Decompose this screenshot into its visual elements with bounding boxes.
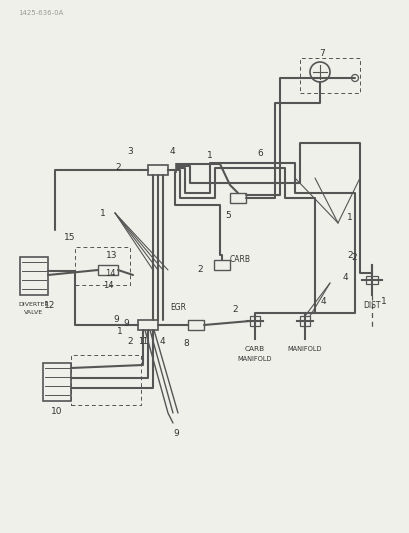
Text: DIST: DIST [362,301,380,310]
Text: 4: 4 [319,296,325,305]
Text: MANIFOLD: MANIFOLD [287,346,321,352]
Bar [188,320,204,330]
Text: 9: 9 [123,319,128,327]
Text: 2: 2 [346,251,352,260]
Text: 6: 6 [256,149,262,157]
Bar [138,320,157,330]
Text: 4: 4 [342,273,347,282]
Bar [299,316,309,326]
Text: 12: 12 [44,301,56,310]
Bar [98,265,118,275]
Text: 3: 3 [127,148,133,157]
Text: CARB: CARB [229,255,250,264]
Bar [213,260,229,270]
Bar [75,247,130,285]
Text: 2: 2 [231,304,237,313]
Text: 1: 1 [380,297,386,306]
Bar [229,193,245,203]
Text: 4: 4 [159,336,164,345]
Bar [43,363,71,401]
Bar [20,257,48,295]
Text: 1: 1 [346,214,352,222]
Text: 7: 7 [318,50,324,59]
Bar [148,165,168,175]
Text: 14: 14 [103,281,113,290]
Text: 10: 10 [51,407,63,416]
Text: DIVERTER: DIVERTER [19,303,49,308]
Bar [249,316,259,326]
Text: 2: 2 [351,254,356,262]
Text: 8: 8 [183,338,189,348]
Text: 2: 2 [127,336,133,345]
Bar [365,276,377,284]
Text: VALVE: VALVE [25,311,43,316]
Text: 15: 15 [64,233,76,243]
Text: 9: 9 [113,316,119,325]
Text: MANIFOLD: MANIFOLD [237,356,272,362]
Text: 11: 11 [138,336,148,345]
Text: 1: 1 [117,327,123,335]
Text: 2: 2 [115,164,121,173]
Text: 14: 14 [104,269,115,278]
Text: 4: 4 [169,148,174,157]
Text: 5: 5 [225,212,230,221]
Bar [71,355,141,405]
Text: 9: 9 [173,429,178,438]
Text: 13: 13 [106,251,117,260]
Text: 1425-636-0A: 1425-636-0A [18,10,63,16]
Bar [299,58,359,93]
Text: CARB: CARB [244,346,264,352]
Text: EGR: EGR [170,303,186,311]
Text: 1: 1 [100,208,106,217]
Text: 2: 2 [197,265,202,274]
Text: 1: 1 [207,150,212,159]
